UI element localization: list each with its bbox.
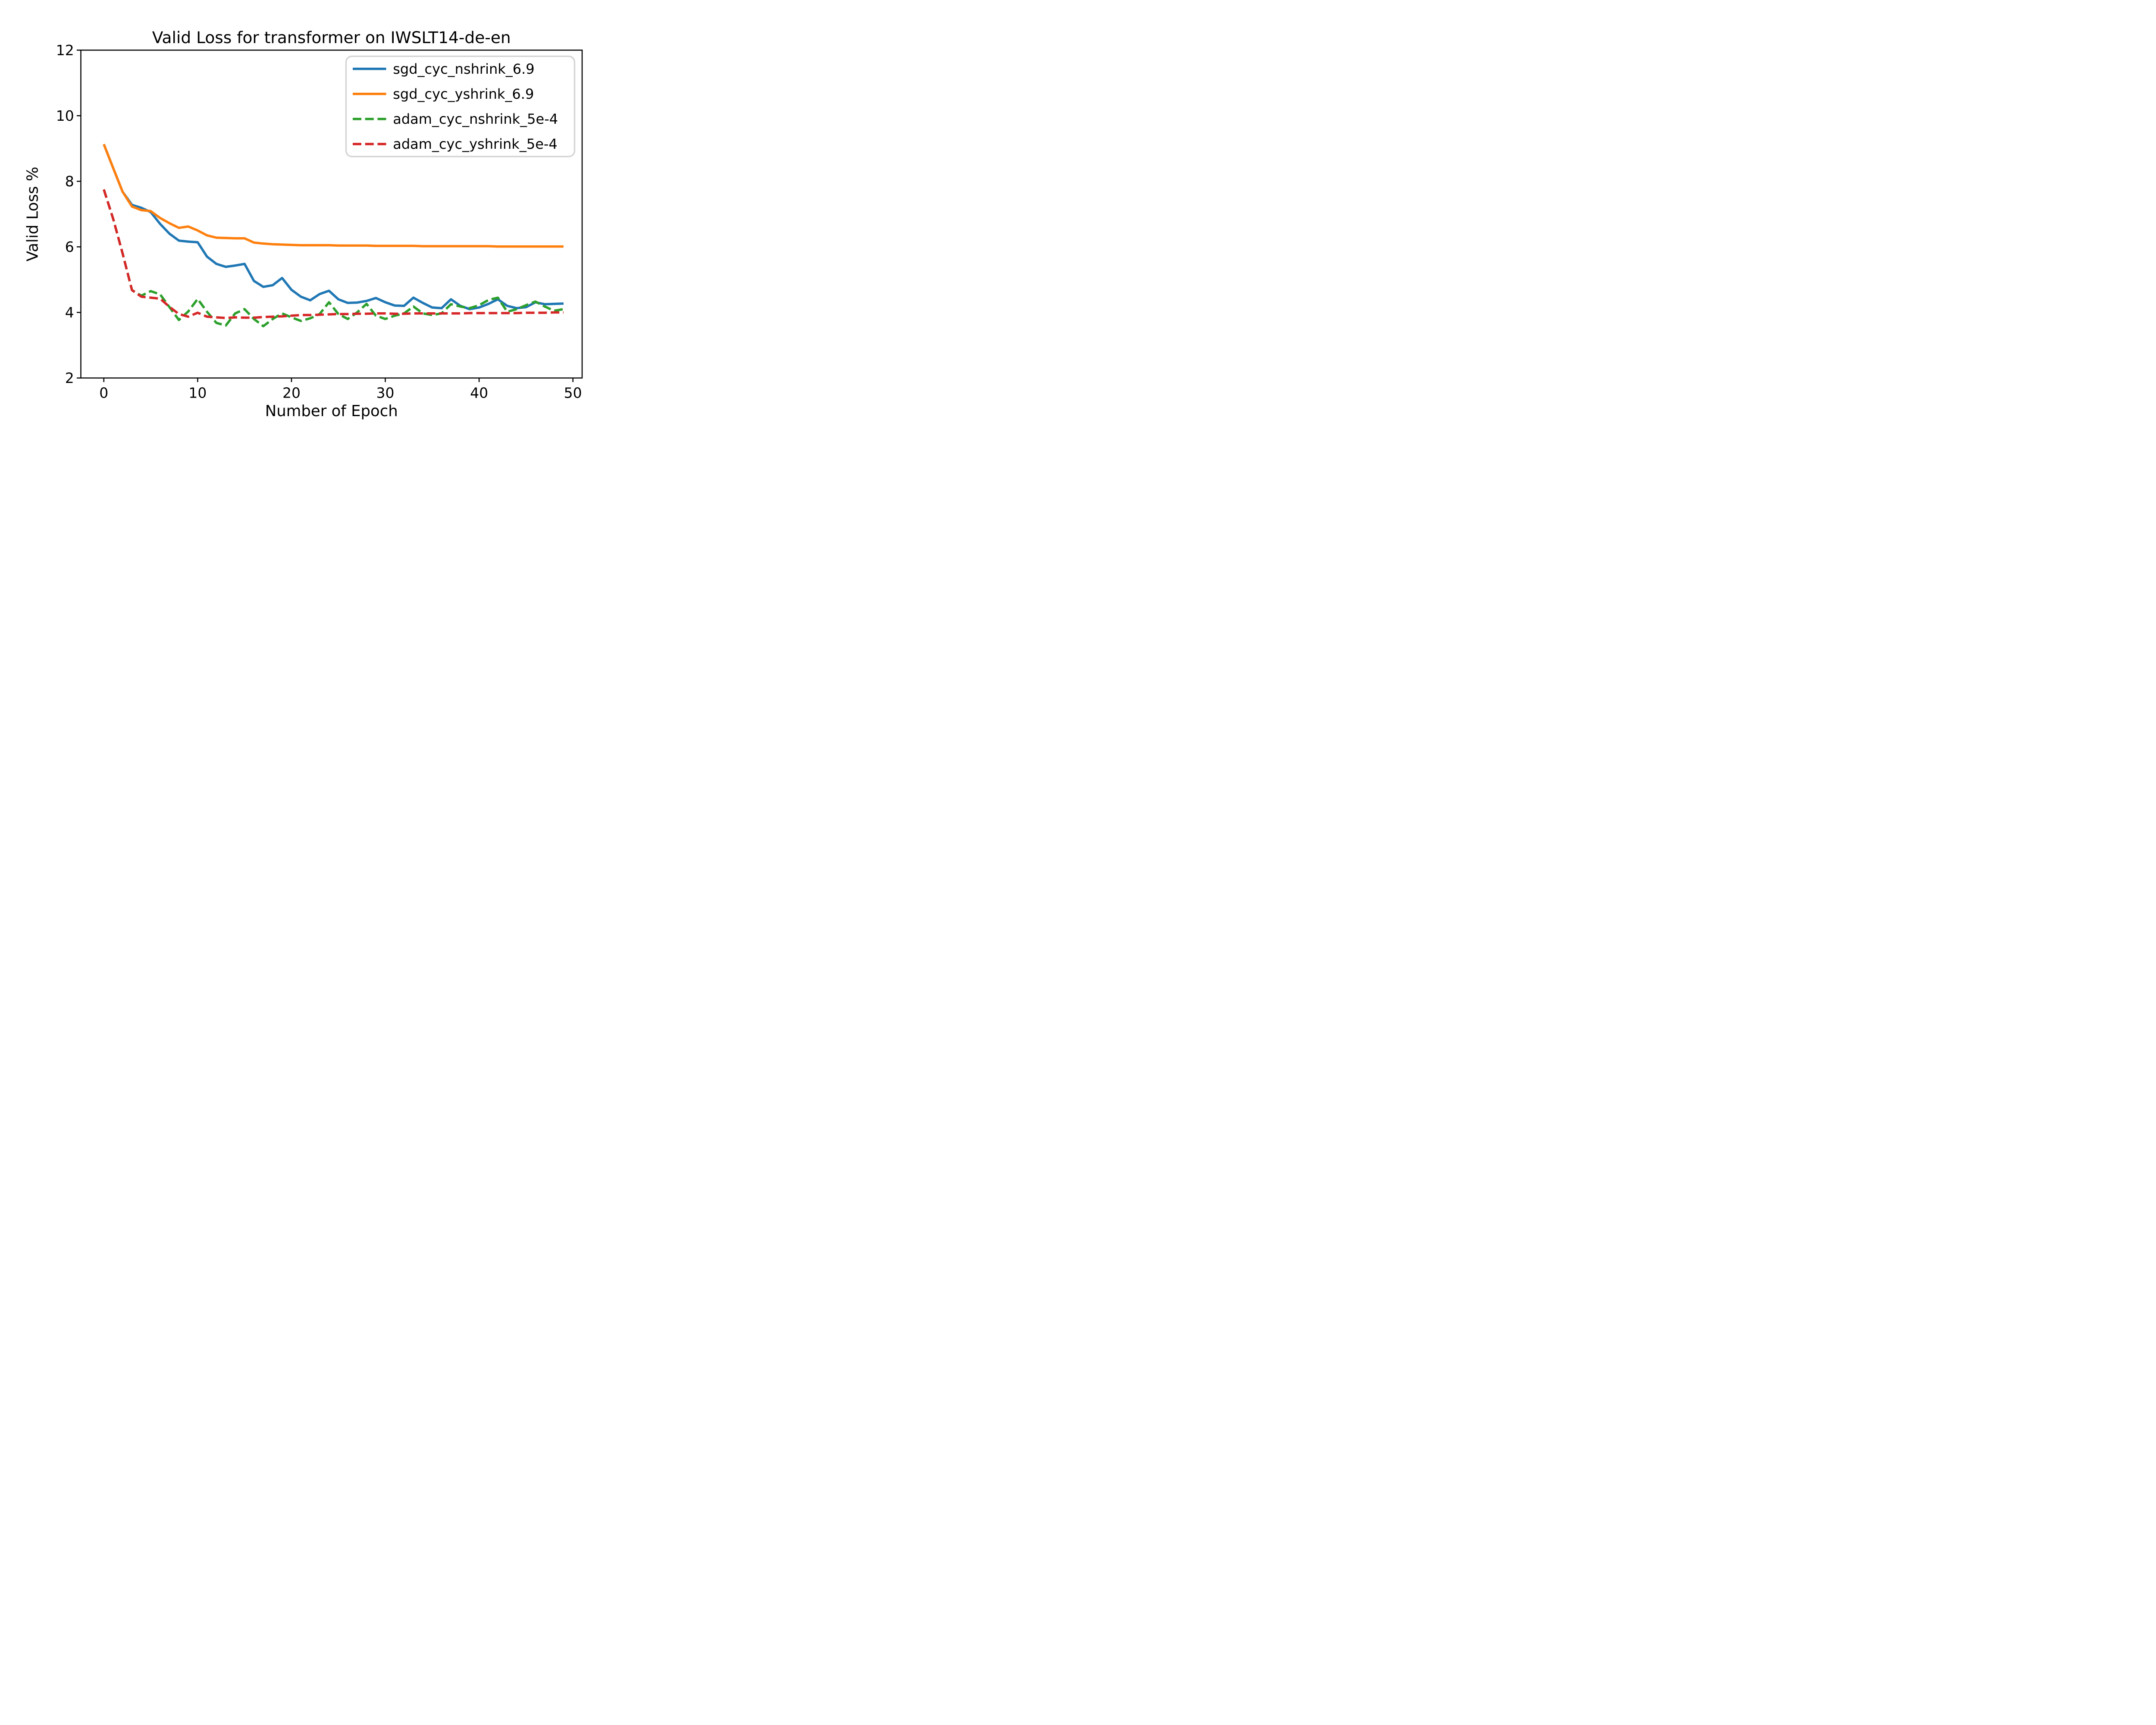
x-tick-label: 40 [470, 384, 488, 401]
y-tick-label: 2 [65, 370, 74, 386]
y-tick-label: 12 [56, 42, 74, 59]
y-tick-label: 6 [65, 238, 74, 255]
series-line-adam_cyc_nshrink_5e-4 [103, 189, 564, 328]
y-axis-label: Valid Loss % [24, 167, 42, 262]
legend-label: sgd_cyc_yshrink_6.9 [393, 86, 534, 102]
y-tick-label: 4 [65, 304, 74, 321]
x-tick-label: 0 [99, 384, 108, 401]
x-tick-label: 10 [188, 384, 207, 401]
chart-title: Valid Loss for transformer on IWSLT14-de… [152, 28, 511, 47]
series-line-sgd_cyc_yshrink_6.9 [103, 144, 564, 248]
plot-area [80, 50, 583, 379]
x-tick-label: 50 [564, 384, 582, 401]
y-tick-label: 8 [65, 173, 74, 190]
chart-canvas: 0 10 20 30 40 50 2 4 6 8 10 12 Valid Loss for transf… [0, 0, 647, 431]
y-tick-label: 10 [56, 107, 74, 124]
series-line-sgd_cyc_nshrink_6.9 [103, 144, 564, 310]
x-tick-label: 20 [282, 384, 301, 401]
x-axis-label: Number of Epoch [265, 402, 398, 420]
x-tick-label: 30 [376, 384, 395, 401]
legend-label: sgd_cyc_nshrink_6.9 [393, 61, 534, 77]
legend-frame [345, 55, 576, 157]
figure: 0 10 20 30 40 50 2 4 6 8 10 12 Valid Loss for transf… [0, 0, 647, 431]
series-line-adam_cyc_yshrink_5e-4 [103, 189, 564, 320]
legend-label: adam_cyc_nshrink_5e-4 [393, 111, 558, 127]
legend-label: adam_cyc_yshrink_5e-4 [393, 136, 558, 152]
